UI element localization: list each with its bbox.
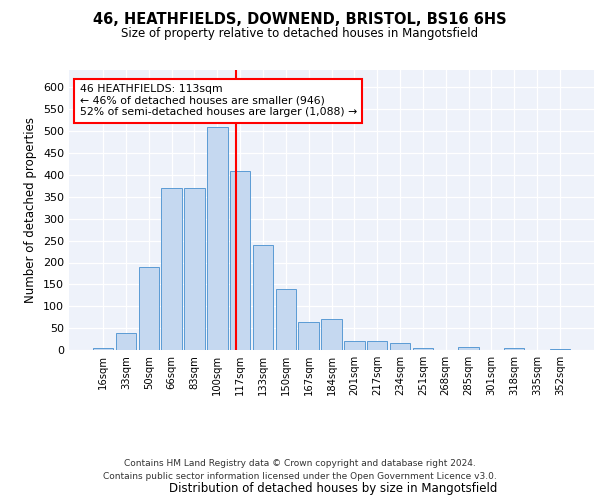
- Text: 46 HEATHFIELDS: 113sqm
← 46% of detached houses are smaller (946)
52% of semi-de: 46 HEATHFIELDS: 113sqm ← 46% of detached…: [79, 84, 357, 117]
- Text: Distribution of detached houses by size in Mangotsfield: Distribution of detached houses by size …: [169, 482, 497, 495]
- Bar: [275, 289, 296, 350]
- Bar: [321, 320, 342, 350]
- Bar: [504, 348, 524, 350]
- Bar: [550, 349, 570, 350]
- Bar: [139, 267, 159, 350]
- Bar: [253, 245, 273, 350]
- Bar: [367, 341, 388, 350]
- Text: 46, HEATHFIELDS, DOWNEND, BRISTOL, BS16 6HS: 46, HEATHFIELDS, DOWNEND, BRISTOL, BS16 …: [93, 12, 507, 28]
- Bar: [161, 188, 182, 350]
- Bar: [207, 127, 227, 350]
- Text: Size of property relative to detached houses in Mangotsfield: Size of property relative to detached ho…: [121, 28, 479, 40]
- Bar: [230, 170, 250, 350]
- Bar: [390, 344, 410, 350]
- Bar: [298, 322, 319, 350]
- Bar: [458, 346, 479, 350]
- Y-axis label: Number of detached properties: Number of detached properties: [25, 117, 37, 303]
- Bar: [344, 341, 365, 350]
- Bar: [116, 332, 136, 350]
- Text: Contains public sector information licensed under the Open Government Licence v3: Contains public sector information licen…: [103, 472, 497, 481]
- Bar: [184, 188, 205, 350]
- Text: Contains HM Land Registry data © Crown copyright and database right 2024.: Contains HM Land Registry data © Crown c…: [124, 458, 476, 468]
- Bar: [93, 348, 113, 350]
- Bar: [413, 348, 433, 350]
